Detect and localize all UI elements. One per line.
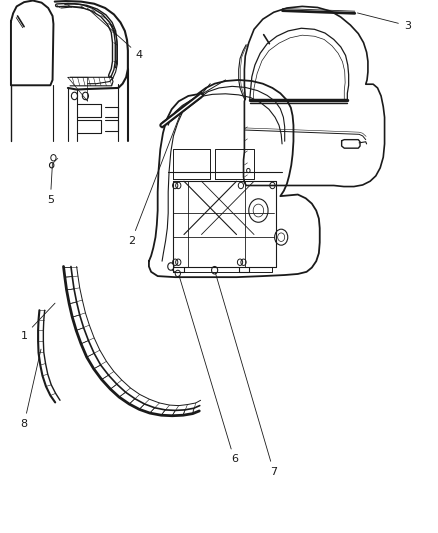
- Text: 3: 3: [357, 13, 411, 30]
- Text: 6: 6: [179, 276, 238, 464]
- Text: 4: 4: [88, 8, 143, 60]
- Text: 7: 7: [215, 273, 277, 477]
- Text: 5: 5: [47, 164, 54, 205]
- Text: 1: 1: [21, 303, 55, 341]
- Text: 2: 2: [128, 113, 181, 246]
- Text: 8: 8: [21, 349, 41, 429]
